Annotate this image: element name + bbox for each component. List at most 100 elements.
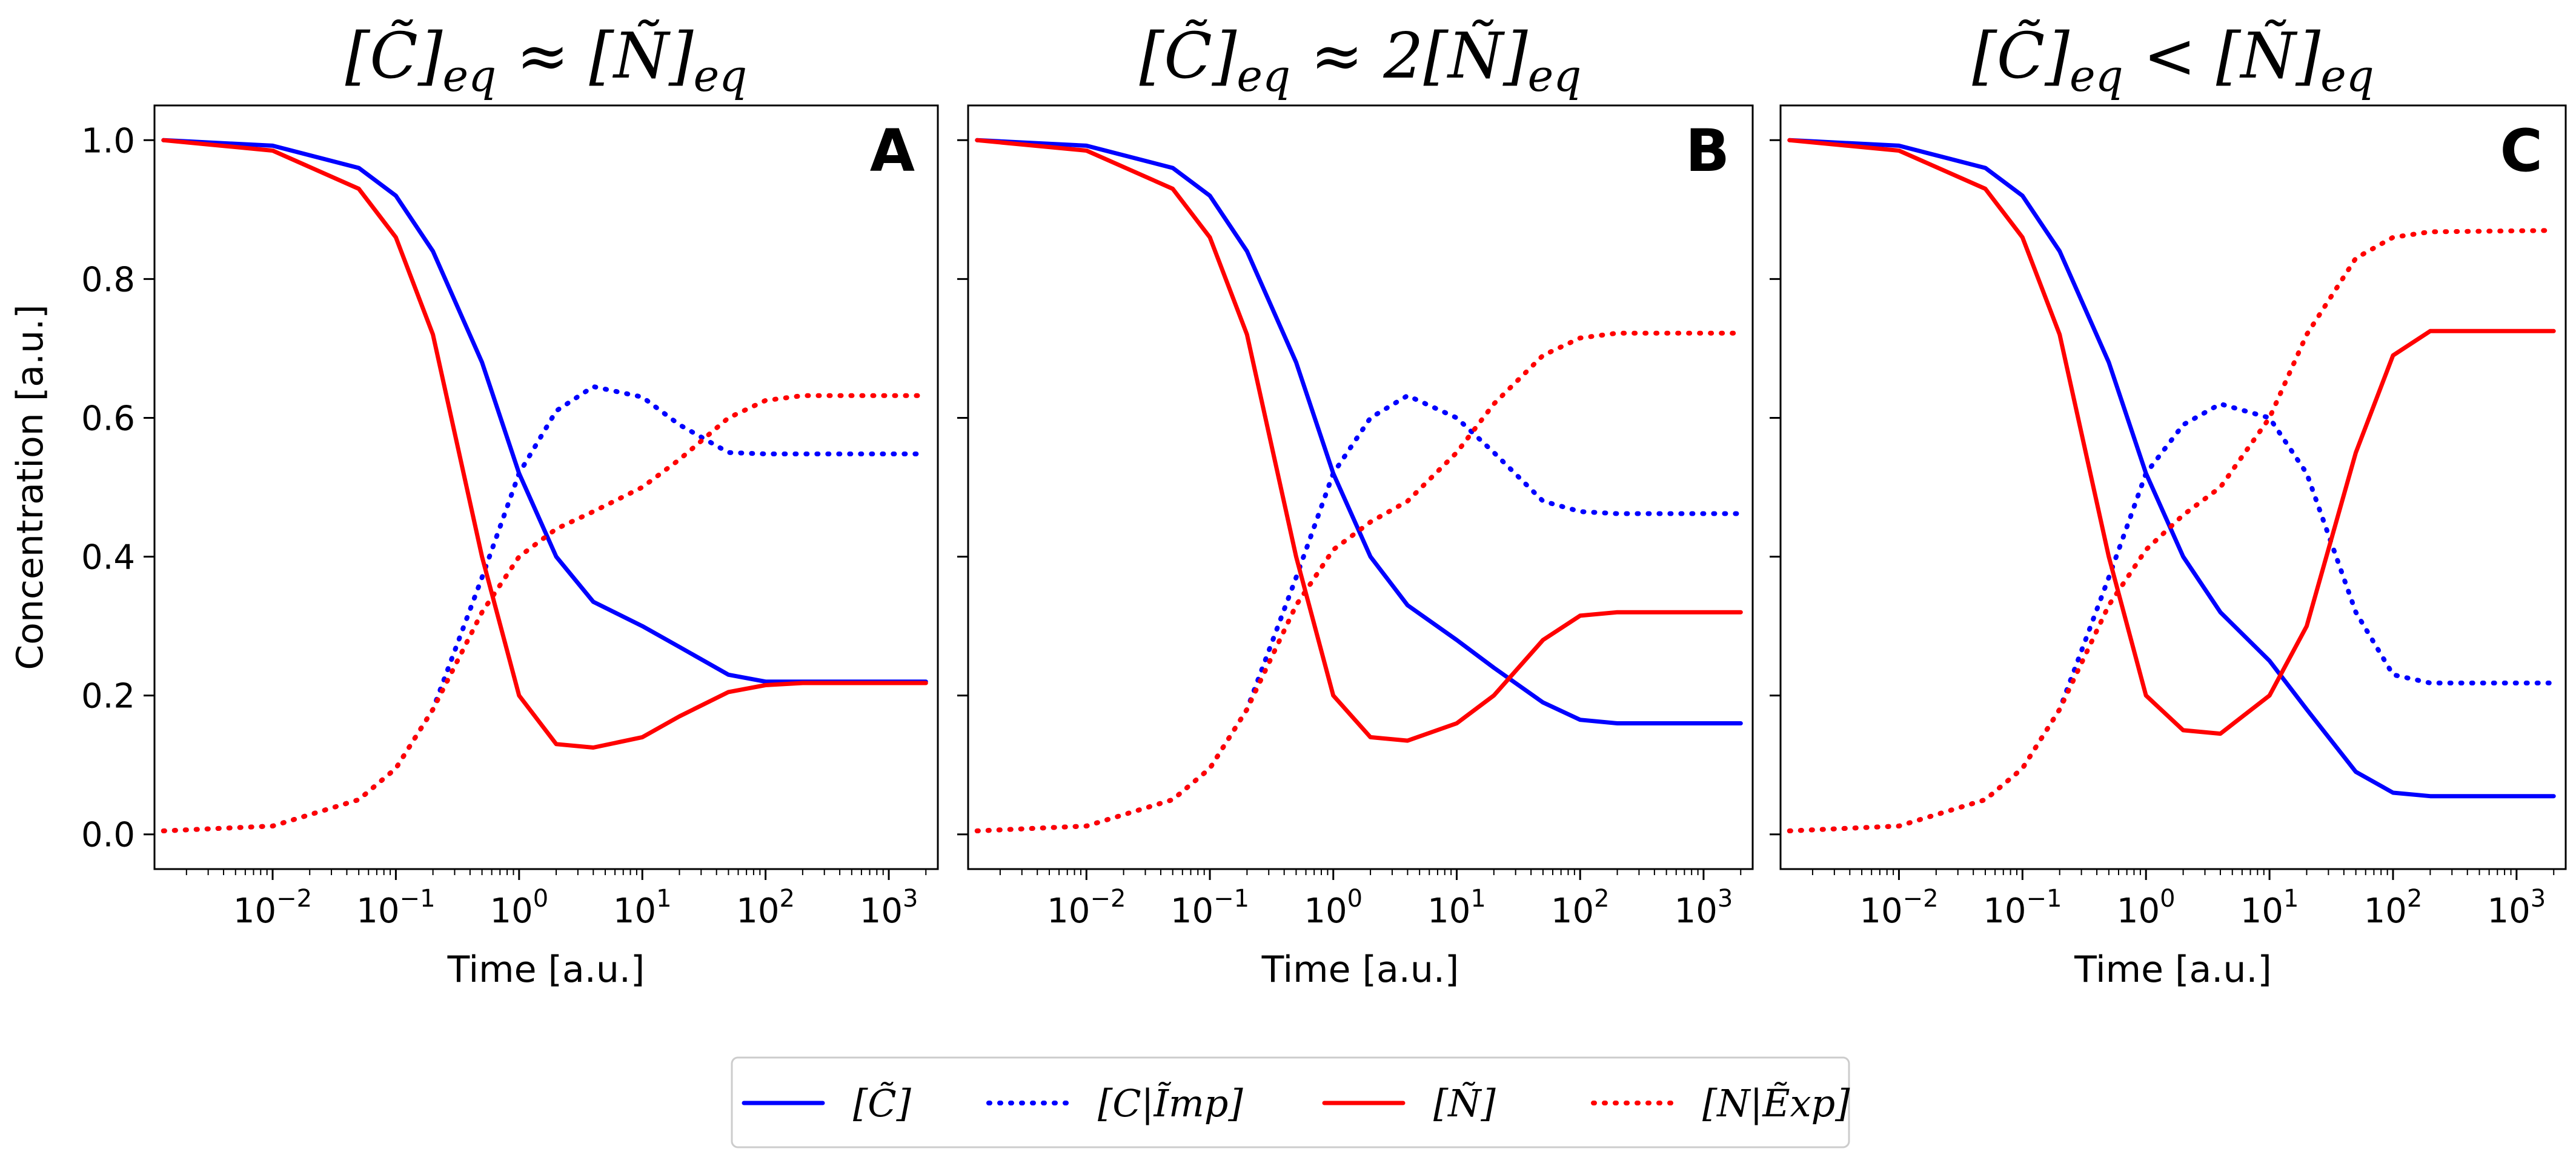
- series-line-4: [161, 393, 929, 833]
- x-tick-label: 10−1: [1170, 885, 1249, 931]
- title-text: ≈ 2[Ñ]: [1290, 19, 1528, 93]
- legend: [C̃] [C|Ĩmp] [Ñ] [N|Ẽxp]: [731, 1056, 1850, 1148]
- plot-frame: [1779, 104, 2567, 870]
- title-subscript: eq: [442, 50, 496, 101]
- y-tick-label: 0.0: [81, 816, 135, 855]
- title-text: [C̃]: [1140, 19, 1237, 93]
- tick-exponent: 3: [903, 885, 918, 913]
- tick-base: 10: [1047, 891, 1090, 931]
- tick-base: 10: [736, 891, 779, 931]
- plot-frame: [967, 104, 1754, 870]
- series-line-4: [974, 330, 1744, 833]
- x-tick-label: 101: [1427, 885, 1486, 931]
- tick-exponent: −1: [400, 885, 436, 913]
- tick-base: 10: [2240, 891, 2283, 931]
- x-tick-label: 102: [2364, 885, 2423, 931]
- title-text: ≈ [Ñ]: [496, 19, 694, 93]
- series-line-2: [161, 384, 929, 833]
- tick-base: 10: [490, 891, 533, 931]
- x-tick-label: 10−1: [1983, 885, 2062, 931]
- tick-base: 10: [2488, 891, 2531, 931]
- legend-label-4: [N|Ẽxp]: [1702, 1081, 1850, 1125]
- y-tick-label: 0.6: [81, 399, 135, 438]
- tick-exponent: 1: [2283, 885, 2299, 913]
- title-subscript: eq: [2320, 50, 2374, 101]
- legend-label-2: [C|Ĩmp]: [1098, 1081, 1243, 1125]
- tick-exponent: 0: [1347, 885, 1363, 913]
- x-tick-label: 100: [1304, 885, 1363, 931]
- y-tick-label: 1.0: [81, 121, 135, 161]
- y-tick-label: 0.8: [81, 260, 135, 299]
- x-tick-label: 101: [2240, 885, 2299, 931]
- tick-base: 10: [1675, 891, 1718, 931]
- tick-exponent: −2: [1090, 885, 1126, 913]
- tick-exponent: 0: [533, 885, 548, 913]
- series-line-3: [161, 138, 928, 750]
- tick-exponent: 2: [780, 885, 795, 913]
- title-subscript: eq: [694, 50, 748, 101]
- x-tick-label: 101: [613, 885, 672, 931]
- title-text: [C̃]: [345, 19, 443, 93]
- series-line-3: [975, 138, 1743, 743]
- series-line-1: [975, 138, 1743, 725]
- panel-letter: B: [1685, 117, 1730, 185]
- x-tick-label: 10−2: [1047, 885, 1126, 931]
- tick-base: 10: [233, 891, 276, 931]
- tick-exponent: 1: [1470, 885, 1486, 913]
- x-tick-label: 103: [860, 885, 918, 931]
- x-tick-label: 100: [2117, 885, 2176, 931]
- y-tick-label: 0.2: [81, 677, 135, 716]
- series-line-1: [1787, 138, 2556, 799]
- series-line-1: [161, 138, 928, 684]
- x-tick-label: 102: [736, 885, 795, 931]
- title-subscript: eq: [1237, 50, 1290, 101]
- panel-title: [C̃]eq​ ≈ 2[Ñ]eq​: [1140, 19, 1582, 101]
- panel-letter: A: [870, 117, 915, 185]
- tick-base: 10: [1551, 891, 1594, 931]
- x-tick-label: 103: [1675, 885, 1733, 931]
- x-tick-label: 10−1: [356, 885, 435, 931]
- legend-box: [731, 1056, 1850, 1148]
- tick-base: 10: [2117, 891, 2160, 931]
- x-axis-label: Time [a.u.]: [447, 948, 645, 991]
- title-subscript: eq: [1528, 50, 1582, 101]
- tick-base: 10: [1170, 891, 1213, 931]
- tick-exponent: 3: [1718, 885, 1733, 913]
- x-tick-label: 10−2: [1859, 885, 1938, 931]
- tick-base: 10: [1427, 891, 1470, 931]
- title-subscript: eq: [2070, 50, 2123, 101]
- y-tick-label: 0.4: [81, 538, 135, 578]
- series-line-4: [1787, 228, 2557, 833]
- x-tick-label: 103: [2488, 885, 2546, 931]
- tick-exponent: 2: [2407, 885, 2422, 913]
- x-tick-label: 10−2: [233, 885, 312, 931]
- x-tick-label: 102: [1551, 885, 1610, 931]
- legend-label-3: [Ñ]: [1433, 1081, 1496, 1125]
- tick-exponent: 3: [2531, 885, 2546, 913]
- chart-panel-a: 10−2 10−1 100 101 102 1030.00.20.40.60.81.0Ti…: [81, 19, 939, 991]
- tick-base: 10: [860, 891, 903, 931]
- panel-letter: C: [2500, 117, 2543, 185]
- x-tick-label: 100: [490, 885, 548, 931]
- y-axis-label: Concentration [a.u.]: [9, 304, 51, 670]
- plot-frame: [153, 104, 939, 870]
- tick-base: 10: [2364, 891, 2407, 931]
- tick-base: 10: [1304, 891, 1347, 931]
- tick-exponent: −2: [276, 885, 312, 913]
- tick-exponent: 1: [656, 885, 671, 913]
- panel-title: [C̃]eq​ ≈ [Ñ]eq​: [345, 19, 748, 101]
- x-axis-label: Time [a.u.]: [2074, 948, 2272, 991]
- panel-title: [C̃]eq​ < [Ñ]eq​: [1972, 19, 2374, 101]
- title-text: [C̃]: [1972, 19, 2070, 93]
- tick-exponent: −1: [1213, 885, 1249, 913]
- legend-label-1: [C̃]: [853, 1081, 912, 1125]
- x-axis-label: Time [a.u.]: [1261, 948, 1459, 991]
- tick-exponent: 2: [1594, 885, 1609, 913]
- tick-base: 10: [613, 891, 656, 931]
- tick-exponent: −1: [2026, 885, 2062, 913]
- tick-exponent: 0: [2160, 885, 2175, 913]
- tick-base: 10: [356, 891, 399, 931]
